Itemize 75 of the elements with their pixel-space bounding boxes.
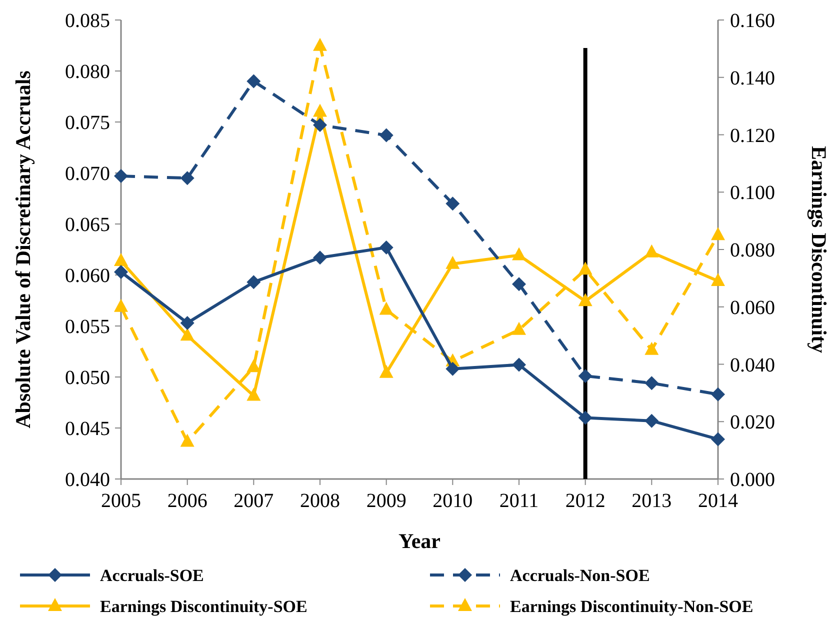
point [114,252,128,266]
y2-tick-label: 0.060 [730,296,775,319]
y-tick-label: 0.055 [65,316,110,338]
point [114,298,128,312]
point [512,358,526,372]
point [711,273,725,286]
point [313,104,327,117]
point [644,414,659,428]
x-tick-label: 2006 [167,490,208,512]
legend-label: Earnings Discontinuity-Non-SOE [510,597,754,616]
point [379,240,394,254]
legend-label: Earnings Discontinuity-SOE [100,597,308,616]
y2-tick-label: 0.160 [730,10,775,32]
y2-tick-label: 0.100 [730,182,775,204]
point [578,368,592,383]
point [180,434,194,447]
y2-axis-title: Earnings Discontinuity [807,146,827,354]
y2-tick-label: 0.000 [730,469,775,491]
legend-label: Accruals-Non-SOE [510,566,650,585]
x-tick-label: 2008 [300,490,340,512]
point [246,74,261,88]
point [313,250,327,265]
point [246,388,261,401]
y-axis-title: Absolute Value of Discretinary Accruals [11,70,35,428]
x-tick-label: 2013 [632,490,672,512]
y2-tick-label: 0.120 [730,124,775,147]
y2-tick-label: 0.020 [730,412,775,434]
x-tick-label: 2012 [565,490,606,512]
point [379,302,394,315]
point [180,171,194,186]
point [644,342,659,355]
point [512,277,526,292]
point [711,432,725,446]
point [379,128,394,142]
point [578,410,592,425]
point [180,328,194,341]
point [644,244,659,258]
point [446,196,460,211]
x-tick-label: 2009 [366,490,406,512]
point [313,38,327,51]
y2-tick-label: 0.040 [730,354,775,376]
y-tick-label: 0.060 [65,265,110,287]
point [114,169,128,184]
point [180,316,194,330]
y-tick-label: 0.040 [65,469,110,491]
y-tick-label: 0.080 [65,61,110,83]
x-axis-title: Year [398,529,440,553]
point [578,293,592,306]
point [246,359,261,372]
y-tick-label: 0.050 [65,367,110,389]
y-tick-label: 0.085 [65,10,110,32]
x-tick-label: 2014 [698,490,738,512]
y-tick-label: 0.070 [65,163,110,185]
point [246,275,261,290]
point [446,362,460,376]
x-tick-label: 2005 [101,490,141,512]
point [578,262,592,275]
y2-tick-label: 0.140 [730,67,775,90]
point [114,264,128,279]
x-tick-label: 2007 [234,490,274,512]
y2-tick-label: 0.080 [730,240,775,262]
y-tick-label: 0.065 [65,214,110,236]
point [711,387,725,402]
legend-label: Accruals-SOE [100,566,204,585]
point [512,247,526,260]
x-tick-label: 2011 [499,490,539,512]
point [512,322,526,335]
point [711,227,725,240]
y-tick-label: 0.075 [65,112,110,134]
point [644,376,659,390]
point [379,364,394,378]
point [313,118,327,132]
y-tick-label: 0.045 [65,418,110,440]
point [446,256,460,269]
x-tick-label: 2010 [432,490,473,512]
